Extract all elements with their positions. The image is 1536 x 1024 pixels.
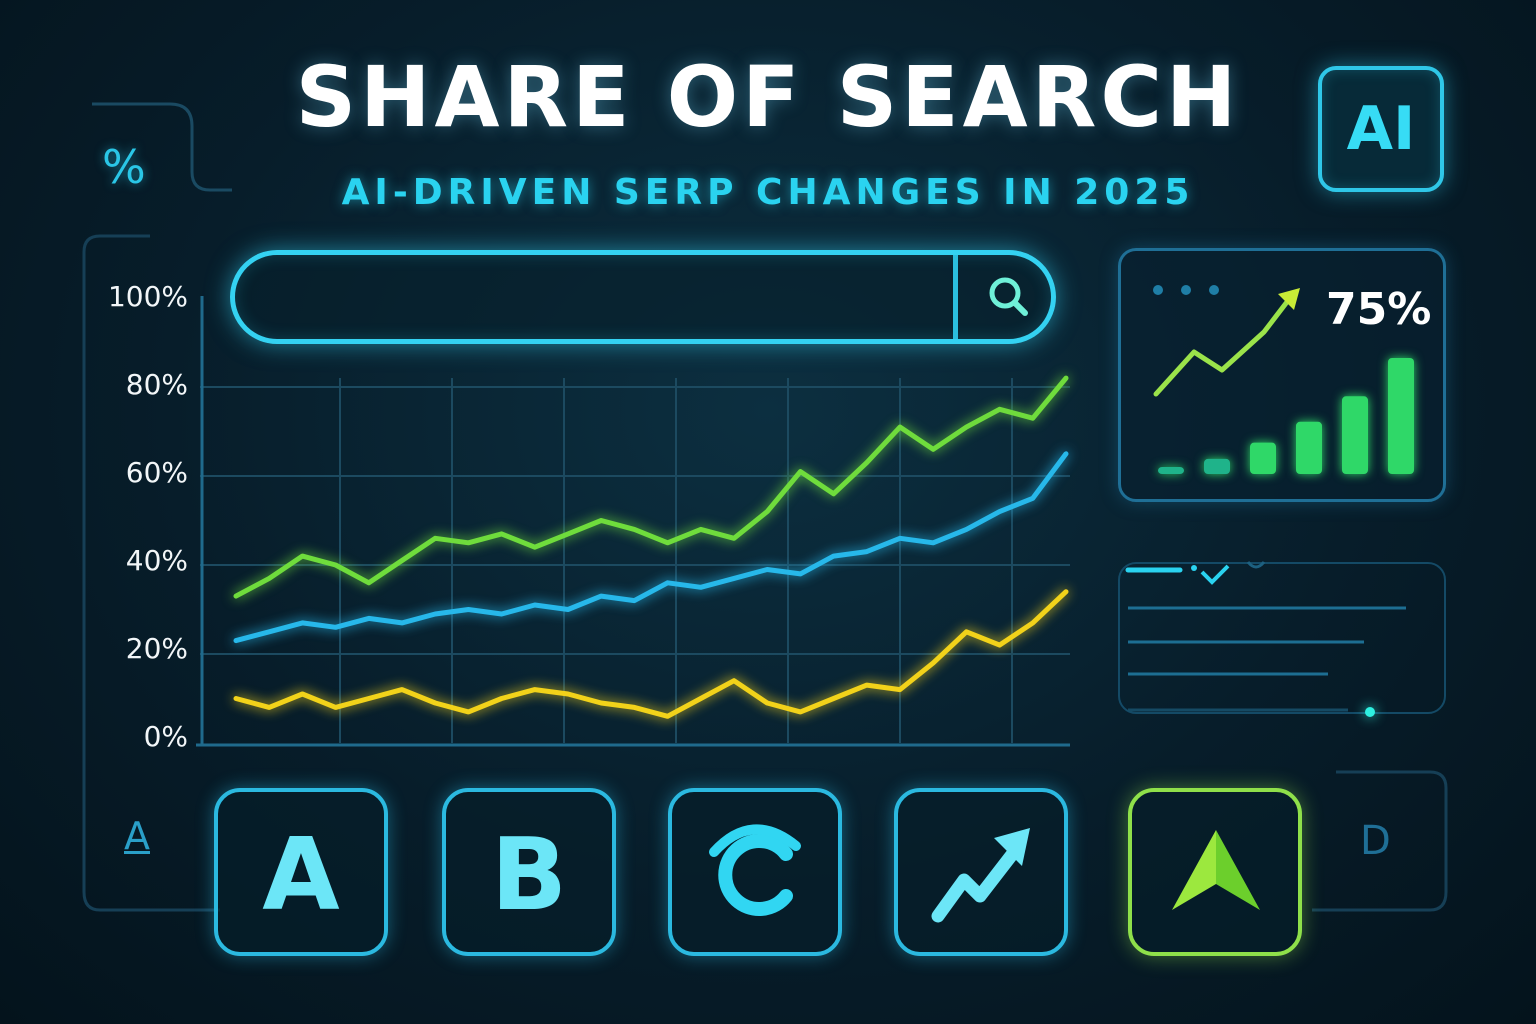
search-button[interactable] — [965, 255, 1051, 339]
navigation-arrow-icon — [1172, 830, 1260, 910]
side-letter-d: D — [1360, 818, 1391, 864]
y-tick-label: 0% — [143, 720, 188, 753]
tile-b[interactable]: B — [442, 788, 616, 956]
tile-trend[interactable] — [894, 788, 1068, 956]
ai-badge[interactable]: AI — [1318, 66, 1444, 192]
stat-bars — [1158, 358, 1414, 474]
dot-icon — [1153, 285, 1163, 295]
stat-bar — [1250, 442, 1276, 474]
check-icon — [1200, 564, 1230, 585]
search-divider — [953, 255, 958, 339]
dot-icon — [1209, 285, 1219, 295]
trend-arrow-icon — [931, 828, 1030, 923]
search-input[interactable] — [230, 250, 1056, 344]
y-tick-label: 100% — [107, 280, 188, 313]
stat-value: 75% — [1326, 284, 1432, 335]
y-tick-label: 80% — [125, 368, 188, 401]
list-panel-graphic — [1125, 561, 1406, 717]
y-tick-label: 40% — [125, 544, 188, 577]
letter-c-icon — [709, 824, 801, 916]
series-line-2 — [233, 589, 1069, 719]
list-panel — [1118, 562, 1446, 714]
tile-c[interactable] — [668, 788, 842, 956]
stat-bar — [1342, 396, 1368, 474]
y-tick-label: 60% — [125, 456, 188, 489]
page-subtitle: AI-DRIVEN SERP CHANGES IN 2025 — [341, 172, 1195, 213]
stat-bar — [1296, 421, 1322, 474]
tile-navigation[interactable] — [1128, 788, 1302, 956]
page-title: SHARE OF SEARCH — [295, 48, 1241, 146]
percent-icon: % — [102, 140, 146, 194]
stat-bar — [1388, 358, 1414, 474]
y-tick-label: 20% — [125, 632, 188, 665]
series-line-1 — [233, 451, 1069, 644]
tile-label: B — [490, 816, 568, 933]
side-letter-a: A — [124, 814, 150, 858]
series-line-0 — [233, 375, 1069, 599]
stat-card-graphic — [1153, 285, 1414, 474]
stat-bar — [1204, 458, 1230, 474]
tile-label: A — [262, 816, 340, 933]
chart-series — [233, 375, 1069, 719]
dot-icon — [1181, 285, 1191, 295]
stat-bar — [1158, 467, 1184, 474]
search-icon — [989, 277, 1028, 316]
trend-arrow-icon — [1153, 288, 1300, 397]
tile-a[interactable]: A — [214, 788, 388, 956]
chart-grid — [196, 296, 1070, 747]
